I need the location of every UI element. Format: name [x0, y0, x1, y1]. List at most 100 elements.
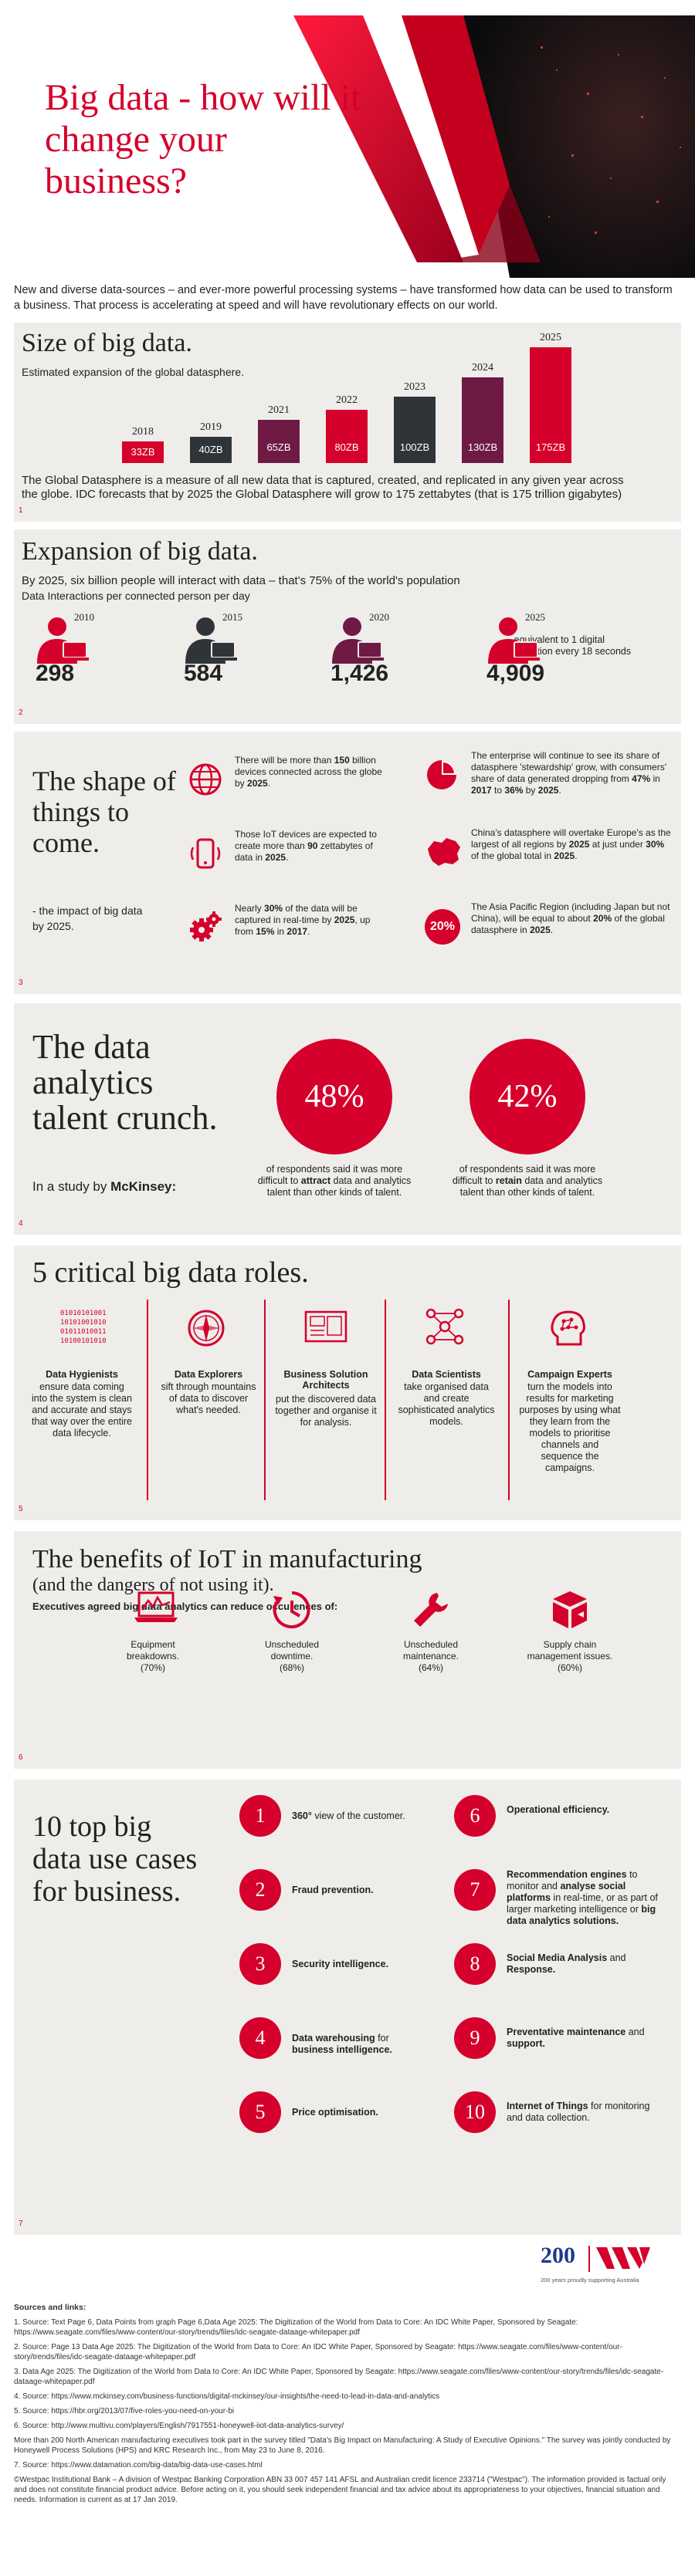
- iot-benefit-text: Unscheduled maintenance.: [402, 1639, 459, 1662]
- chart-bar-label: 40ZB: [198, 444, 223, 455]
- talent-title: The data analytics talent crunch.: [32, 1028, 218, 1137]
- chart-bar: [394, 397, 436, 463]
- anniversary-badge: 200: [541, 2243, 575, 2268]
- phone-icon: [188, 837, 222, 870]
- pie-icon: [425, 758, 459, 792]
- chart-year-label: 2022: [336, 394, 358, 406]
- expansion-title: Expansion of big data.: [22, 537, 258, 566]
- role-text: sift through mountains of data to discov…: [161, 1381, 256, 1415]
- usecase-number: 8: [454, 1943, 496, 1985]
- role-card: Campaign Experts turn the models into res…: [519, 1307, 621, 1516]
- interaction-count: 584: [184, 661, 223, 686]
- size-title: Size of big data.: [22, 329, 192, 357]
- usecase-number: 5: [239, 2091, 281, 2133]
- talent-study: In a study by McKinsey:: [32, 1179, 177, 1194]
- roles-section: 5 critical big data roles. 01010101001 10…: [14, 1246, 681, 1520]
- clock-icon: [270, 1588, 314, 1631]
- source-item: 4. Source: https://www.mckinsey.com/busi…: [14, 2392, 440, 2401]
- shape-title: The shape of things to come.: [32, 766, 176, 858]
- size-subtitle: Estimated expansion of the global datasp…: [22, 366, 244, 378]
- wrench-icon: [409, 1588, 453, 1631]
- chart-bar-label: 130ZB: [467, 441, 498, 453]
- usecase-number: 6: [454, 1795, 496, 1837]
- globe-icon: [188, 762, 222, 796]
- source-item: 6. Source: http://www.multivu.com/player…: [14, 2422, 344, 2430]
- role-divider: [147, 1300, 148, 1500]
- person-laptop-icon: [36, 616, 90, 664]
- iot-benefit-text: Equipment breakdowns.: [126, 1639, 180, 1662]
- gears-icon: [188, 911, 222, 945]
- talent-section: The data analytics talent crunch. In a s…: [14, 1003, 681, 1235]
- interaction-year: 2020: [369, 611, 389, 623]
- chart-year-label: 2023: [404, 381, 425, 393]
- chart-year-label: 2018: [132, 426, 154, 438]
- svg-text:10100101010: 10100101010: [60, 1337, 107, 1345]
- role-card: Data Explorers sift through mountains of …: [158, 1307, 259, 1516]
- interaction-year: 2010: [74, 611, 94, 623]
- usecase-number: 3: [239, 1943, 281, 1985]
- brand-block: 200 200 years proudly supporting Austral…: [541, 2243, 680, 2297]
- usecase-number: 7: [454, 1869, 496, 1911]
- interaction-count: 298: [36, 661, 75, 686]
- role-divider: [508, 1300, 510, 1500]
- role-divider: [385, 1300, 386, 1500]
- usecase-text: Price optimisation.: [292, 2107, 378, 2118]
- size-section: Size of big data. Estimated expansion of…: [14, 323, 681, 522]
- china-map-icon: [425, 835, 463, 869]
- role-text: ensure data coming into the system is cl…: [32, 1381, 132, 1438]
- iot-section: The benefits of IoT in manufacturing (an…: [14, 1531, 681, 1769]
- chart-bar: [530, 347, 571, 463]
- usecase-number: 4: [239, 2017, 281, 2059]
- section-number: 4: [19, 1219, 23, 1228]
- iot-title: The benefits of IoT in manufacturing: [32, 1545, 422, 1574]
- datasphere-bar-chart: 33ZB 2018 40ZB 2019 65ZB 2021 80ZB 2022 100ZB 202…: [99, 323, 624, 471]
- role-divider: [264, 1300, 266, 1500]
- size-body: The Global Datasphere is a measure of al…: [22, 474, 624, 501]
- chart-bar: [462, 377, 503, 463]
- role-card: 01010101001 10101001010 01011010011 1010010…: [31, 1307, 133, 1516]
- usecase-text: 360° view of the customer.: [292, 1810, 405, 1821]
- chart-year-label: 2019: [200, 421, 222, 433]
- page-title: Big data - how will it change your busin…: [45, 77, 361, 201]
- role-title: Business Solution Architects: [283, 1369, 368, 1391]
- section-number: 5: [19, 1505, 23, 1513]
- section-number: 2: [19, 708, 23, 717]
- source-item: 1. Source: Text Page 6, Data Points from…: [14, 2318, 578, 2337]
- laptop-icon: [131, 1588, 181, 1625]
- iot-benefit-percent: (64%): [418, 1662, 443, 1673]
- chart-bar: [122, 441, 164, 463]
- shape-fact-text: China's datasphere will overtake Europe'…: [471, 827, 671, 861]
- iot-benefit-text: Supply chain management issues.: [527, 1639, 613, 1662]
- usecase-text: Security intelligence.: [292, 1959, 389, 1969]
- source-item: 3. Data Age 2025: The Digitization of th…: [14, 2368, 664, 2386]
- source-item: More than 200 North American manufacturi…: [14, 2436, 671, 2455]
- stat-retain-circle: 42%: [470, 1039, 585, 1154]
- source-item: 2. Source: Page 13 Data Age 2025: The Di…: [14, 2343, 622, 2361]
- shape-fact-text: The Asia Pacific Region (including Japan…: [471, 901, 670, 935]
- roles-title: 5 critical big data roles.: [32, 1256, 309, 1289]
- usecase-number: 2: [239, 1869, 281, 1911]
- shape-section: The shape of things to come. - the impac…: [14, 732, 681, 994]
- person-laptop-icon: [486, 616, 541, 664]
- interaction-year: 2025: [525, 611, 545, 623]
- interaction-count: 1,426: [331, 661, 389, 686]
- role-text: put the discovered data together and org…: [275, 1394, 377, 1428]
- source-item: ©Westpac Institutional Bank – A division…: [14, 2476, 666, 2504]
- usecase-number: 9: [454, 2017, 496, 2059]
- shape-fact-text: There will be more than 150 billion devi…: [235, 755, 382, 789]
- section-number: 7: [19, 2219, 23, 2228]
- hero-graphic: [293, 15, 695, 278]
- usecase-text: Preventative maintenance and support.: [507, 2027, 645, 2049]
- iot-benefit: Unscheduled downtime. (68%): [246, 1639, 338, 1674]
- chart-bar: [190, 437, 232, 463]
- shape-subtitle: - the impact of big data by 2025.: [32, 904, 143, 932]
- usecase-number: 10: [454, 2091, 496, 2133]
- iot-benefit-percent: (60%): [557, 1662, 582, 1673]
- svg-text:10101001010: 10101001010: [60, 1319, 107, 1327]
- chart-year-label: 2024: [472, 362, 493, 374]
- person-laptop-icon: [331, 616, 385, 664]
- iot-benefit: Equipment breakdowns. (70%): [107, 1639, 199, 1674]
- hero-banner: Big data - how will it change your busin…: [0, 0, 695, 278]
- chart-bar-label: 65ZB: [266, 441, 291, 453]
- source-item: 5. Source: https://hbr.org/2013/07/five-…: [14, 2407, 235, 2415]
